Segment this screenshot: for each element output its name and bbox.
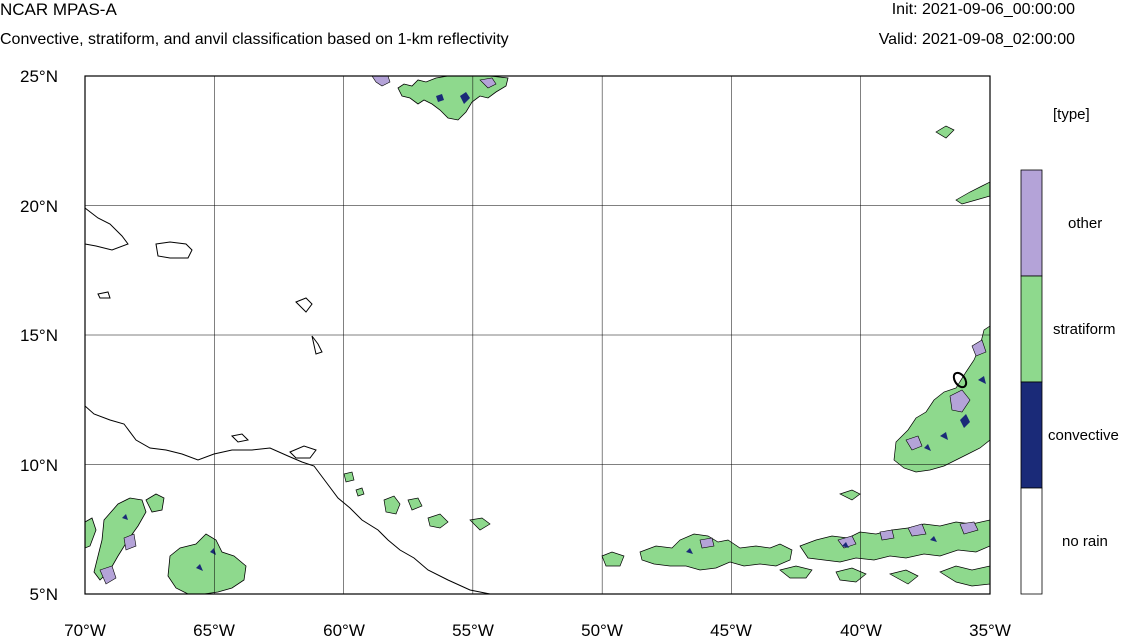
stratiform-area [779,565,990,587]
stratiform-area [145,493,165,513]
legend-swatch-other [1020,169,1043,277]
coastline [295,297,313,313]
plot-title: NCAR MPAS-A [0,0,117,19]
plot-subtitle: Convective, stratiform, and anvil classi… [0,31,509,48]
stratiform-area [383,495,491,531]
legend-label-other: other [1068,215,1103,232]
lat-tick-label: 20°N [20,197,58,216]
legend-label-stratiform: stratiform [1053,321,1116,338]
legend-label-convective: convective [1048,427,1119,444]
stratiform-area [799,519,990,563]
other-area [371,76,497,89]
legend-colorbar [1020,169,1043,595]
lat-tick-label: 5°N [29,585,58,604]
coastlines [85,207,491,594]
stratiform-area [839,489,861,501]
stratiform-area [397,76,509,121]
coastline [97,291,111,299]
other-area [905,339,987,451]
lon-tick-label: 65°W [193,621,235,640]
lon-tick-label: 45°W [710,621,752,640]
coastline [155,241,193,259]
stratiform-area [343,471,365,497]
map-frame [84,75,991,595]
lon-tick-label: 40°W [840,621,882,640]
coastline [311,335,323,355]
lon-tick-label: 55°W [452,621,494,640]
stratiform-area [167,533,247,594]
coastline [289,445,317,459]
valid-time: Valid: 2021-09-08_02:00:00 [878,31,1075,48]
legend-swatch-stratiform [1020,275,1043,383]
convective-area [436,92,470,104]
legend-label-no-rain: no rain [1062,533,1108,550]
lat-tick-label: 25°N [20,67,58,86]
lon-tick-label: 35°W [969,621,1011,640]
coastline [85,405,491,594]
legend-swatch-convective [1020,381,1043,489]
init-time: Init: 2021-09-06_00:00:00 [891,1,1075,18]
lon-tick-label: 70°W [64,621,106,640]
stratiform-area [893,325,990,473]
lat-tick-label: 15°N [20,326,58,345]
legend-swatch-no-rain [1020,487,1043,595]
lon-tick-label: 60°W [323,621,365,640]
gridlines [84,75,991,595]
stratiform-area [601,533,793,571]
other-area [699,521,979,549]
stratiform-area [935,125,990,205]
other-area [99,533,137,585]
coastline [230,433,250,443]
precipitation-fields [85,76,990,594]
contour-ring [952,371,968,389]
stratiform-area [85,517,97,549]
coastline [85,207,129,251]
longitude-labels: 70°W 65°W 60°W 55°W 50°W 45°W 40°W 35°W [64,621,1011,640]
stratiform-area [93,497,147,581]
lon-tick-label: 50°W [581,621,623,640]
latitude-labels: 25°N 20°N 15°N 10°N 5°N [20,67,58,604]
lat-tick-label: 10°N [20,456,58,475]
legend-title: [type] [1053,106,1090,123]
